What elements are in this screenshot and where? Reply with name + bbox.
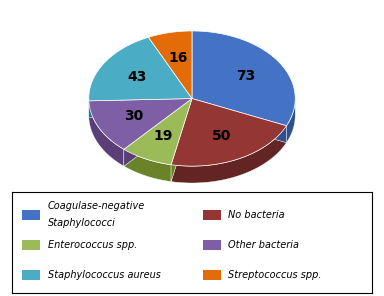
Bar bbox=[22, 240, 40, 250]
Text: 16: 16 bbox=[169, 51, 188, 65]
Text: 43: 43 bbox=[128, 70, 147, 83]
Text: 19: 19 bbox=[154, 129, 173, 143]
Polygon shape bbox=[124, 149, 171, 182]
Text: Enterococcus spp.: Enterococcus spp. bbox=[48, 240, 137, 250]
Bar bbox=[22, 210, 40, 220]
Polygon shape bbox=[192, 99, 286, 143]
Bar bbox=[203, 270, 221, 280]
Text: Staphylococci: Staphylococci bbox=[48, 218, 116, 228]
Polygon shape bbox=[124, 99, 192, 166]
Text: 73: 73 bbox=[236, 69, 255, 83]
Bar bbox=[203, 210, 221, 220]
Polygon shape bbox=[89, 37, 192, 101]
Bar bbox=[203, 240, 221, 250]
Text: Streptococcus spp.: Streptococcus spp. bbox=[228, 270, 321, 280]
Polygon shape bbox=[192, 31, 295, 126]
Polygon shape bbox=[149, 31, 192, 99]
Polygon shape bbox=[89, 99, 192, 118]
Polygon shape bbox=[89, 99, 192, 118]
Polygon shape bbox=[89, 99, 192, 149]
Text: 50: 50 bbox=[212, 129, 231, 143]
Polygon shape bbox=[89, 101, 124, 166]
Polygon shape bbox=[171, 99, 286, 166]
Text: Staphylococcus aureus: Staphylococcus aureus bbox=[48, 270, 161, 280]
Polygon shape bbox=[124, 99, 192, 165]
Polygon shape bbox=[171, 99, 192, 182]
Text: Other bacteria: Other bacteria bbox=[228, 240, 299, 250]
Text: No bacteria: No bacteria bbox=[228, 210, 285, 220]
Bar bbox=[22, 270, 40, 280]
Polygon shape bbox=[124, 99, 192, 166]
Polygon shape bbox=[286, 98, 295, 143]
Polygon shape bbox=[171, 126, 286, 183]
Polygon shape bbox=[171, 99, 192, 182]
Polygon shape bbox=[192, 99, 286, 143]
Text: Coagulase-negative: Coagulase-negative bbox=[48, 202, 145, 211]
Text: 30: 30 bbox=[124, 110, 144, 123]
